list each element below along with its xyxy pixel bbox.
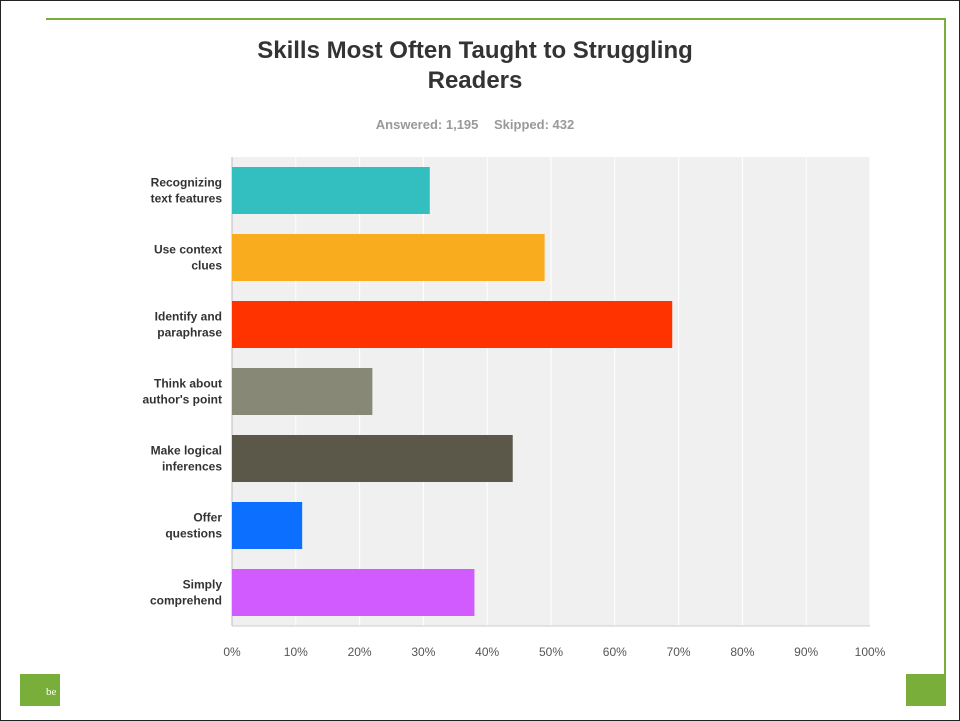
category-label: Recognizing bbox=[151, 176, 222, 190]
footer-text: be bbox=[46, 686, 57, 698]
footer-gap bbox=[60, 664, 906, 708]
x-tick-label: 100% bbox=[855, 645, 886, 659]
x-tick-label: 70% bbox=[667, 645, 691, 659]
category-label: inferences bbox=[162, 460, 222, 474]
x-tick-label: 0% bbox=[223, 645, 241, 659]
x-tick-label: 40% bbox=[475, 645, 499, 659]
category-label: Think about bbox=[154, 377, 222, 391]
category-label: Use context bbox=[154, 243, 222, 257]
bar bbox=[232, 368, 373, 415]
category-label: questions bbox=[165, 527, 222, 541]
chart-subtitle: Answered: 1,195 Skipped: 432 bbox=[160, 117, 790, 132]
category-label: Identify and bbox=[155, 310, 222, 324]
x-tick-label: 60% bbox=[603, 645, 627, 659]
x-tick-label: 50% bbox=[539, 645, 563, 659]
x-tick-label: 90% bbox=[794, 645, 818, 659]
category-label: clues bbox=[191, 259, 222, 273]
category-label: Offer bbox=[193, 511, 222, 525]
bar bbox=[232, 301, 673, 348]
skipped-count: Skipped: 432 bbox=[494, 117, 575, 132]
chart-title-line-2: Readers bbox=[427, 67, 523, 94]
category-label: comprehend bbox=[150, 594, 222, 608]
top-accent-line bbox=[46, 18, 946, 20]
chart-title: Skills Most Often Taught to Struggling R… bbox=[160, 36, 790, 96]
x-tick-label: 20% bbox=[348, 645, 372, 659]
chart-title-line-1: Skills Most Often Taught to Struggling bbox=[257, 37, 693, 64]
category-label: paraphrase bbox=[157, 326, 222, 340]
category-label: text features bbox=[151, 192, 223, 206]
x-tick-label: 10% bbox=[284, 645, 308, 659]
bar bbox=[232, 569, 475, 616]
bar bbox=[232, 234, 545, 281]
bar bbox=[232, 502, 303, 549]
right-accent-line bbox=[944, 18, 946, 678]
bar bbox=[232, 435, 513, 482]
answered-count: Answered: 1,195 bbox=[375, 117, 479, 132]
x-tick-label: 30% bbox=[411, 645, 435, 659]
category-label: author's point bbox=[142, 393, 222, 407]
category-label: Simply bbox=[183, 578, 223, 592]
x-tick-label: 80% bbox=[730, 645, 754, 659]
bar bbox=[232, 167, 430, 214]
category-label: Make logical bbox=[151, 444, 222, 458]
